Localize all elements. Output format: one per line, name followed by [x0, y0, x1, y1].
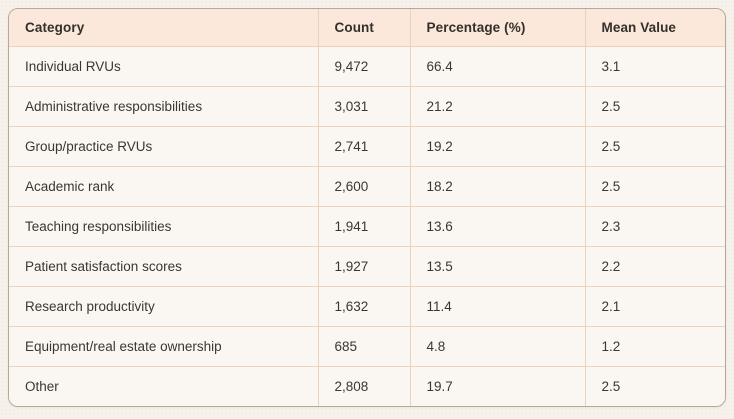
header-row: Category Count Percentage (%) Mean Value — [9, 9, 725, 47]
category-cell: Administrative responsibilities — [9, 86, 318, 127]
percentage-cell: 13.5 — [409, 246, 585, 287]
count-cell: 2,808 — [317, 366, 410, 406]
data-table-container: Category Count Percentage (%) Mean Value… — [8, 8, 726, 407]
percentage-cell: 21.2 — [409, 86, 585, 127]
category-cell: Patient satisfaction scores — [9, 246, 318, 287]
percentage-cell: 19.7 — [409, 366, 585, 406]
category-cell: Academic rank — [9, 166, 318, 207]
table-row: Group/practice RVUs 2,741 19.2 2.5 — [9, 126, 725, 167]
count-cell: 1,941 — [317, 206, 410, 247]
category-cell: Group/practice RVUs — [9, 126, 318, 167]
mean-value-cell: 2.1 — [584, 286, 725, 327]
percentage-cell: 66.4 — [409, 46, 585, 87]
mean-value-cell: 2.5 — [584, 366, 725, 406]
count-cell: 1,927 — [317, 246, 410, 287]
mean-value-cell: 2.2 — [584, 246, 725, 287]
mean-value-cell: 2.5 — [584, 166, 725, 207]
count-cell: 3,031 — [317, 86, 410, 127]
header-count: Count — [317, 9, 410, 47]
category-cell: Teaching responsibilities — [9, 206, 318, 247]
percentage-cell: 18.2 — [409, 166, 585, 207]
percentage-cell: 11.4 — [409, 286, 585, 327]
statistics-table: Category Count Percentage (%) Mean Value… — [9, 9, 725, 406]
table-row: Patient satisfaction scores 1,927 13.5 2.2 — [9, 246, 725, 287]
count-cell: 1,632 — [317, 286, 410, 327]
count-cell: 685 — [317, 326, 410, 367]
percentage-cell: 13.6 — [409, 206, 585, 247]
mean-value-cell: 2.5 — [584, 126, 725, 167]
table-row: Other 2,808 19.7 2.5 — [9, 366, 725, 406]
table-body: Individual RVUs 9,472 66.4 3.1 Administrativ… — [9, 46, 725, 406]
table-row: Research productivity 1,632 11.4 2.1 — [9, 286, 725, 327]
table-row: Equipment/real estate ownership 685 4.8 1.2 — [9, 326, 725, 367]
header-percentage: Percentage (%) — [409, 9, 585, 47]
table-header: Category Count Percentage (%) Mean Value — [9, 9, 725, 47]
category-cell: Research productivity — [9, 286, 318, 327]
count-cell: 2,741 — [317, 126, 410, 167]
percentage-cell: 4.8 — [409, 326, 585, 367]
table-row: Teaching responsibilities 1,941 13.6 2.3 — [9, 206, 725, 247]
table-row: Administrative responsibilities 3,031 21.2… — [9, 86, 725, 127]
count-cell: 9,472 — [317, 46, 410, 87]
header-category: Category — [9, 9, 318, 47]
header-mean-value: Mean Value — [584, 9, 725, 47]
mean-value-cell: 2.5 — [584, 86, 725, 127]
mean-value-cell: 1.2 — [584, 326, 725, 367]
percentage-cell: 19.2 — [409, 126, 585, 167]
table-row: Individual RVUs 9,472 66.4 3.1 — [9, 46, 725, 87]
category-cell: Other — [9, 366, 318, 406]
mean-value-cell: 2.3 — [584, 206, 725, 247]
count-cell: 2,600 — [317, 166, 410, 207]
mean-value-cell: 3.1 — [584, 46, 725, 87]
table-row: Academic rank 2,600 18.2 2.5 — [9, 166, 725, 207]
category-cell: Equipment/real estate ownership — [9, 326, 318, 367]
category-cell: Individual RVUs — [9, 46, 318, 87]
